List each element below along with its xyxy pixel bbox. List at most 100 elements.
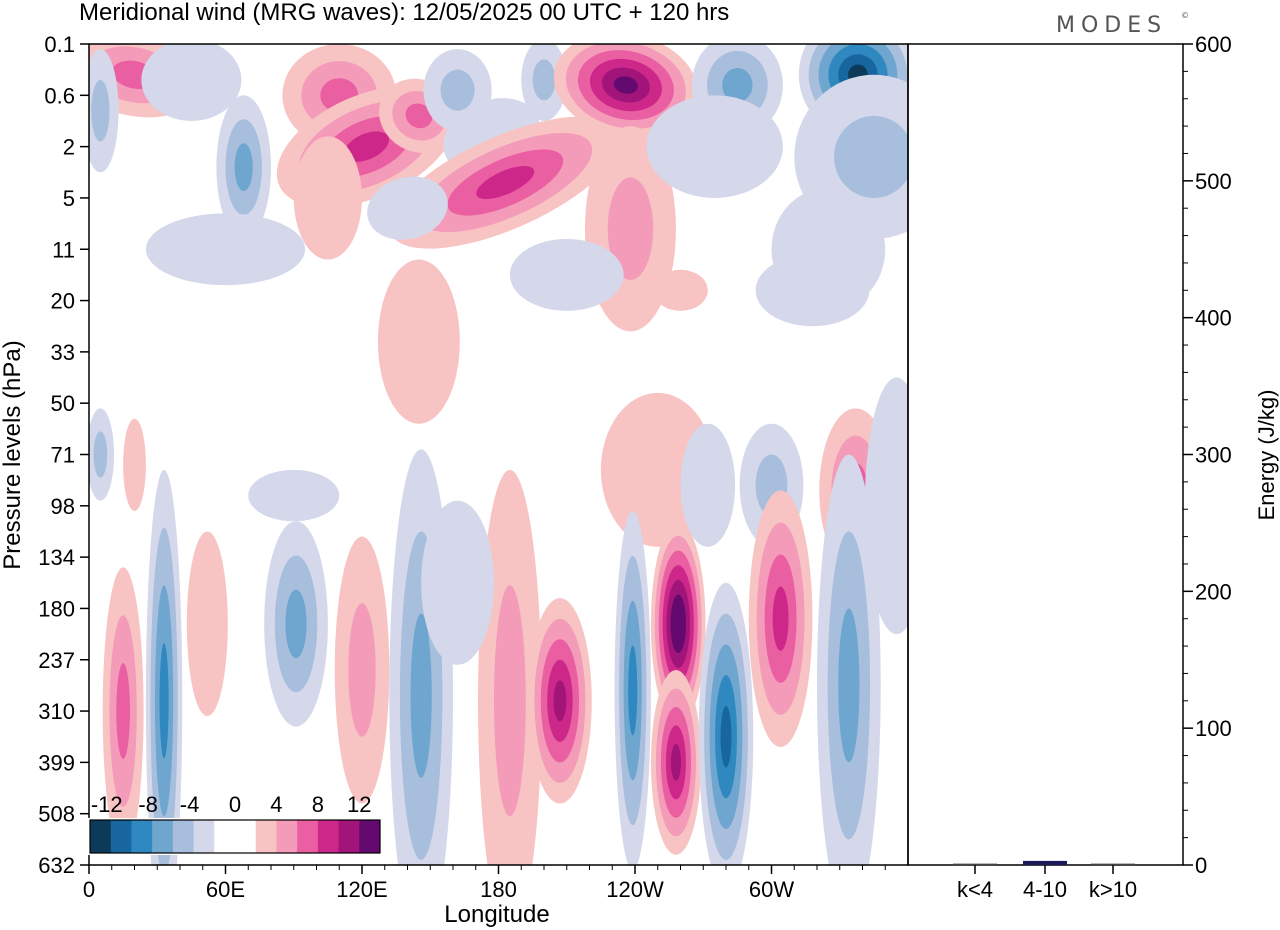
- modes-brand-text: MODES: [1056, 13, 1167, 38]
- wind-contour: [838, 608, 860, 763]
- wind-cell: [528, 598, 592, 804]
- energy-tick-label: 300: [1195, 443, 1232, 468]
- wind-contour: [405, 103, 433, 129]
- modes-brand-mark: ©: [1181, 11, 1195, 20]
- wind-contour: [680, 423, 736, 547]
- wind-cell: [650, 521, 706, 727]
- y-axis-energy: 0 100 200 300 400 500 600: [1183, 32, 1232, 878]
- energy-bar: [953, 863, 997, 866]
- y-tick-label: 5: [63, 186, 75, 211]
- wind-cell: [614, 510, 651, 865]
- colorbar-swatch: [338, 820, 360, 853]
- x-axis-label: Longitude: [444, 901, 549, 928]
- y-tick-label: 11: [52, 237, 75, 262]
- y-tick-label: 399: [38, 750, 75, 775]
- colorbar-swatch: [90, 820, 112, 853]
- y-tick-label: 71: [51, 443, 75, 468]
- wind-contour: [123, 418, 146, 511]
- wind-cell: [248, 469, 340, 522]
- colorbar-swatch: [276, 820, 298, 853]
- wind-cell: [748, 490, 813, 747]
- wind-cell: [421, 500, 494, 665]
- y-axis-pressure: 0.1 0.6 2 5 11 20 33 50 71 98 134 180 237 310 399 508 63…: [38, 32, 89, 878]
- y-tick-label: 0.6: [44, 83, 75, 108]
- colorbar-swatch: [172, 820, 195, 853]
- wind-contour: [186, 531, 228, 717]
- wind-cell: [377, 259, 460, 424]
- wind-contour: [476, 166, 535, 200]
- wind-contour: [141, 44, 242, 121]
- y-tick-label: 134: [38, 545, 75, 570]
- energy-categories: k<4 4-10 k>10: [957, 865, 1137, 902]
- wind-cell: [216, 95, 271, 239]
- wind-cell: [141, 44, 242, 121]
- wind-contour: [248, 469, 340, 522]
- wind-cell: [521, 44, 567, 121]
- wind-cell: [698, 582, 754, 865]
- wind-cell: [89, 408, 115, 501]
- wind-contour: [344, 131, 389, 162]
- wind-contour: [674, 609, 683, 639]
- y-tick-label: 0.1: [44, 32, 75, 57]
- modes-logo: MODES ©: [1056, 11, 1195, 38]
- energy-tick-label: 600: [1195, 32, 1232, 57]
- colorbar-label: 8: [312, 792, 324, 817]
- wind-contour: [377, 259, 460, 424]
- colorbar-label: -12: [91, 792, 123, 817]
- colorbar-swatch: [131, 820, 153, 853]
- wind-contour: [834, 115, 908, 198]
- colorbar-label: 0: [229, 792, 241, 817]
- wind-contour: [91, 79, 110, 142]
- wind-contour: [348, 603, 376, 737]
- colorbar-swatch: [359, 820, 381, 853]
- colorbar-label: -8: [138, 792, 158, 817]
- wind-cell: [264, 521, 328, 727]
- energy-category-label: 4-10: [1023, 877, 1067, 902]
- wind-cell: [653, 269, 708, 311]
- colorbar-swatch: [235, 820, 257, 853]
- chart-title: Meridional wind (MRG waves): 12/05/2025 …: [79, 0, 729, 26]
- wind-cell: [389, 116, 622, 249]
- wind-cell: [478, 469, 542, 865]
- y-axis-label: Pressure levels (hPa): [0, 340, 26, 569]
- colorbar-frame: [89, 819, 381, 854]
- wind-contour: [93, 431, 108, 478]
- y-tick-label: 20: [51, 289, 75, 314]
- wind-contour: [421, 500, 494, 665]
- energy-bar: [1023, 860, 1067, 865]
- y-tick-label: 632: [38, 853, 75, 878]
- wind-contour: [509, 238, 624, 311]
- colorbar-label: 12: [347, 792, 371, 817]
- wind-contour: [646, 95, 783, 198]
- y-tick-label: 310: [38, 699, 75, 724]
- y-tick-label: 2: [63, 135, 75, 160]
- wind-cell: [334, 536, 390, 804]
- wind-contour: [159, 643, 169, 759]
- wind-cell: [145, 213, 306, 286]
- wind-contour: [772, 586, 789, 651]
- wind-cell: [650, 670, 701, 855]
- wind-contour: [628, 645, 638, 736]
- x-tick-label: 180: [480, 877, 517, 902]
- y-tick-label: 50: [51, 391, 75, 416]
- wind-cell: [145, 469, 183, 865]
- wind-contour: [116, 663, 130, 759]
- colorbar-label: -4: [180, 792, 200, 817]
- energy-bar: [1091, 863, 1135, 866]
- energy-bars: [953, 860, 1135, 866]
- wind-contour: [410, 613, 432, 778]
- colorbar-swatch: [152, 820, 174, 853]
- wind-cell: [293, 136, 362, 260]
- wind-contour: [145, 213, 306, 286]
- wind-contour: [720, 705, 732, 768]
- colorbar-swatch: [110, 820, 132, 853]
- x-tick-label: 120W: [606, 877, 664, 902]
- colorbar-swatch: [317, 820, 340, 853]
- colorbar-swatch: [297, 820, 319, 853]
- wind-contour: [293, 136, 362, 260]
- wind-contour: [755, 254, 870, 327]
- wind-cell: [509, 238, 624, 311]
- x-tick-label: 0: [83, 877, 95, 902]
- x-tick-label: 60W: [749, 877, 794, 902]
- energy-panel-frame: [907, 43, 1184, 866]
